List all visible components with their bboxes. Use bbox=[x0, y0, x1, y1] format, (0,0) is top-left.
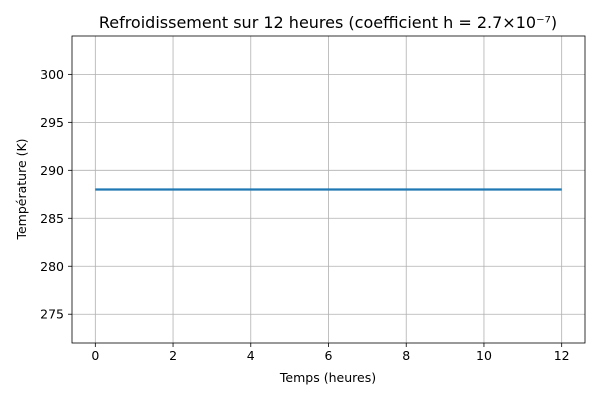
x-axis-label: Temps (heures) bbox=[279, 370, 376, 385]
y-tick-label: 275 bbox=[40, 307, 64, 322]
y-ticks: 275 280 285 290 295 300 bbox=[40, 67, 72, 322]
x-tick-label: 8 bbox=[402, 348, 410, 363]
x-ticks: 0 2 4 6 8 10 12 bbox=[91, 343, 570, 363]
y-axis-label: Température (K) bbox=[14, 138, 29, 240]
x-tick-label: 0 bbox=[91, 348, 99, 363]
x-tick-label: 10 bbox=[476, 348, 492, 363]
y-tick-label: 280 bbox=[40, 259, 64, 274]
x-tick-label: 4 bbox=[247, 348, 255, 363]
grid bbox=[72, 36, 585, 343]
chart-title: Refroidissement sur 12 heures (coefficie… bbox=[99, 13, 557, 32]
x-tick-label: 6 bbox=[325, 348, 333, 363]
y-tick-label: 285 bbox=[40, 211, 64, 226]
y-tick-label: 300 bbox=[40, 67, 64, 82]
y-tick-label: 295 bbox=[40, 115, 64, 130]
y-tick-label: 290 bbox=[40, 163, 64, 178]
x-tick-label: 2 bbox=[169, 348, 177, 363]
x-tick-label: 12 bbox=[554, 348, 570, 363]
